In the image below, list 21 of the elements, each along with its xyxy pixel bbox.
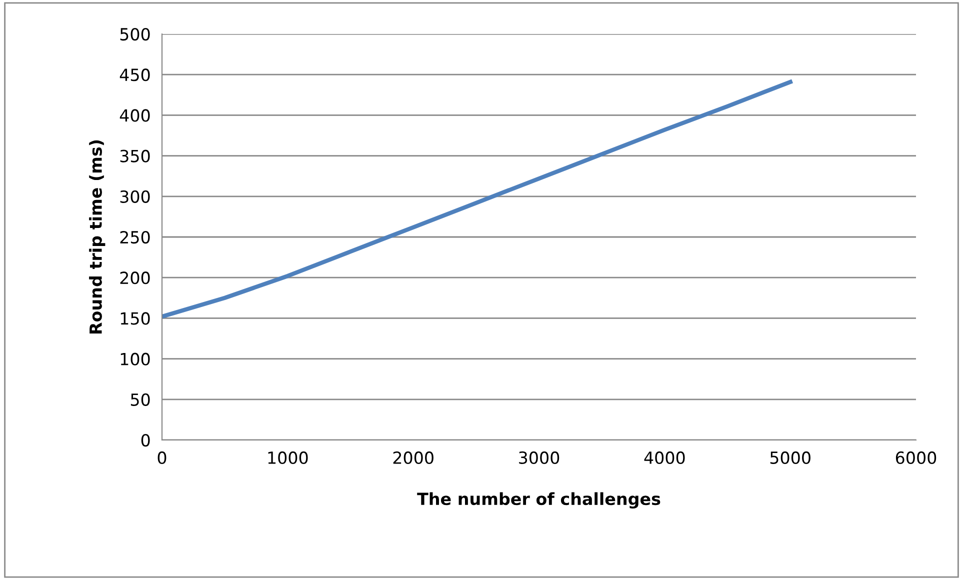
y-tick-label: 0 <box>141 434 150 447</box>
y-tick-label: 200 <box>120 272 150 284</box>
x-tick-label: 0 <box>158 451 166 464</box>
x-tick-label: 1000 <box>268 451 308 464</box>
y-tick-label: 350 <box>120 150 150 162</box>
y-tick-label: 300 <box>120 190 150 203</box>
y-tick-label: 150 <box>120 312 150 325</box>
y-tick-label: 250 <box>120 230 150 244</box>
x-axis-title: The number of challenges <box>417 492 660 508</box>
x-tick-label: 4000 <box>644 451 685 464</box>
y-tick-label: 450 <box>120 68 150 82</box>
y-tick-label: 50 <box>130 393 150 406</box>
y-axis-title: Round trip time (ms) <box>89 140 106 334</box>
x-tick-label: 3000 <box>519 451 560 464</box>
y-tick-label: 500 <box>120 28 150 41</box>
x-tick-label: 5000 <box>770 451 810 464</box>
x-tick-label: 6000 <box>896 451 936 464</box>
y-tick-label: 400 <box>120 109 150 122</box>
line-series <box>162 80 792 319</box>
y-tick-label: 100 <box>120 352 150 366</box>
x-tick-label: 2000 <box>393 451 434 464</box>
